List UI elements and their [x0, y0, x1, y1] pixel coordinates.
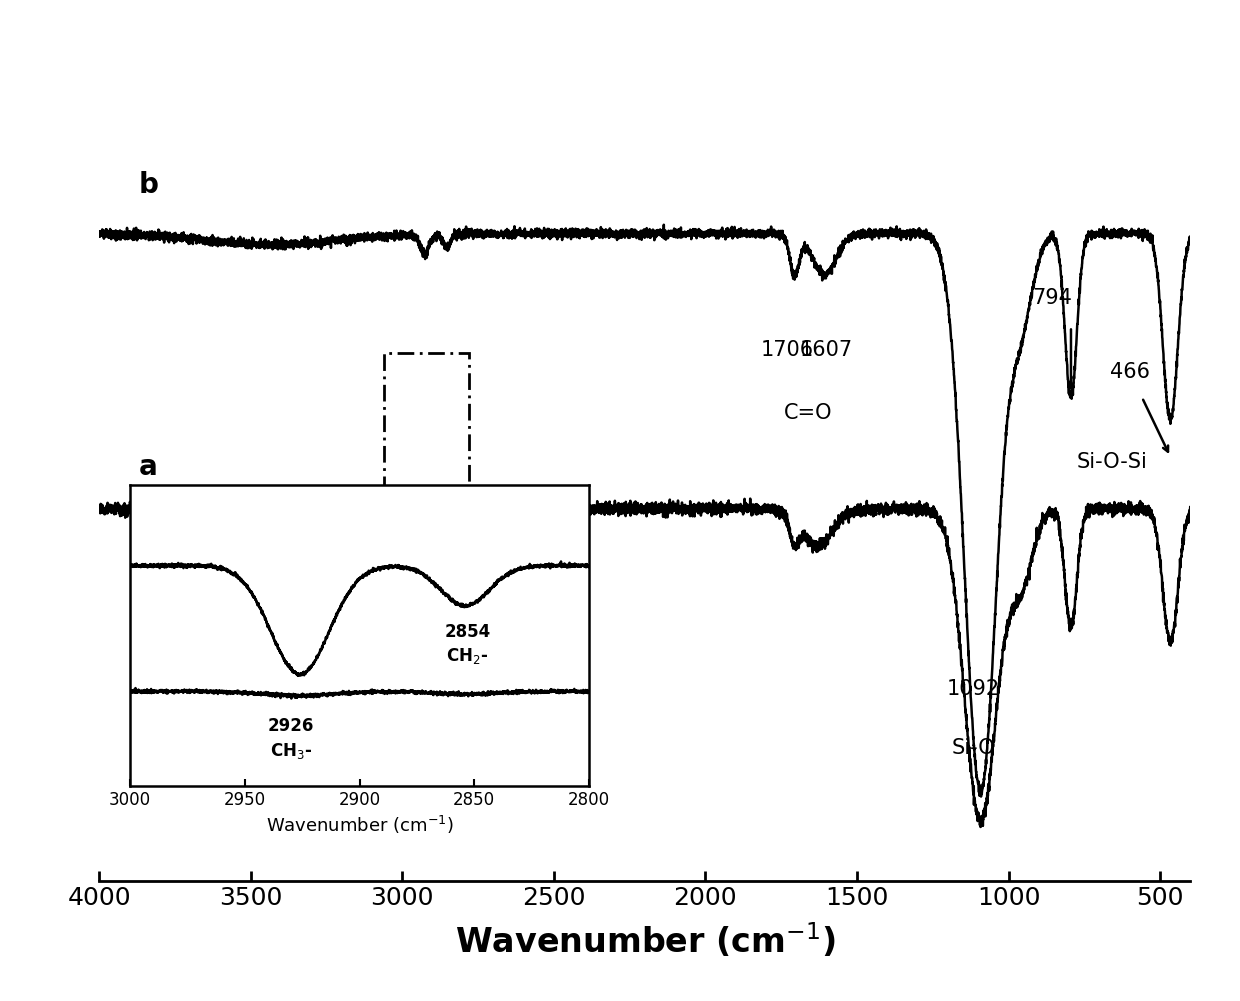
Text: 1092: 1092: [947, 679, 1001, 699]
X-axis label: Wavenumber (cm$^{-1}$): Wavenumber (cm$^{-1}$): [455, 921, 835, 960]
Text: 1706: 1706: [760, 340, 813, 360]
Text: CH$_3$-: CH$_3$-: [269, 741, 312, 761]
Text: 2926: 2926: [268, 718, 314, 736]
Text: 2854: 2854: [444, 623, 491, 641]
Text: 1607: 1607: [800, 340, 853, 360]
Text: Si-O-Si: Si-O-Si: [1076, 451, 1147, 471]
Text: C=O: C=O: [784, 403, 833, 423]
Text: a: a: [139, 453, 157, 481]
Text: b: b: [139, 170, 159, 198]
Text: 466: 466: [1110, 362, 1149, 382]
Text: 794: 794: [1033, 288, 1073, 308]
Text: Si-O: Si-O: [952, 738, 996, 758]
X-axis label: Wavenumber (cm$^{-1}$): Wavenumber (cm$^{-1}$): [265, 814, 454, 836]
Text: CH$_2$-: CH$_2$-: [446, 647, 489, 667]
